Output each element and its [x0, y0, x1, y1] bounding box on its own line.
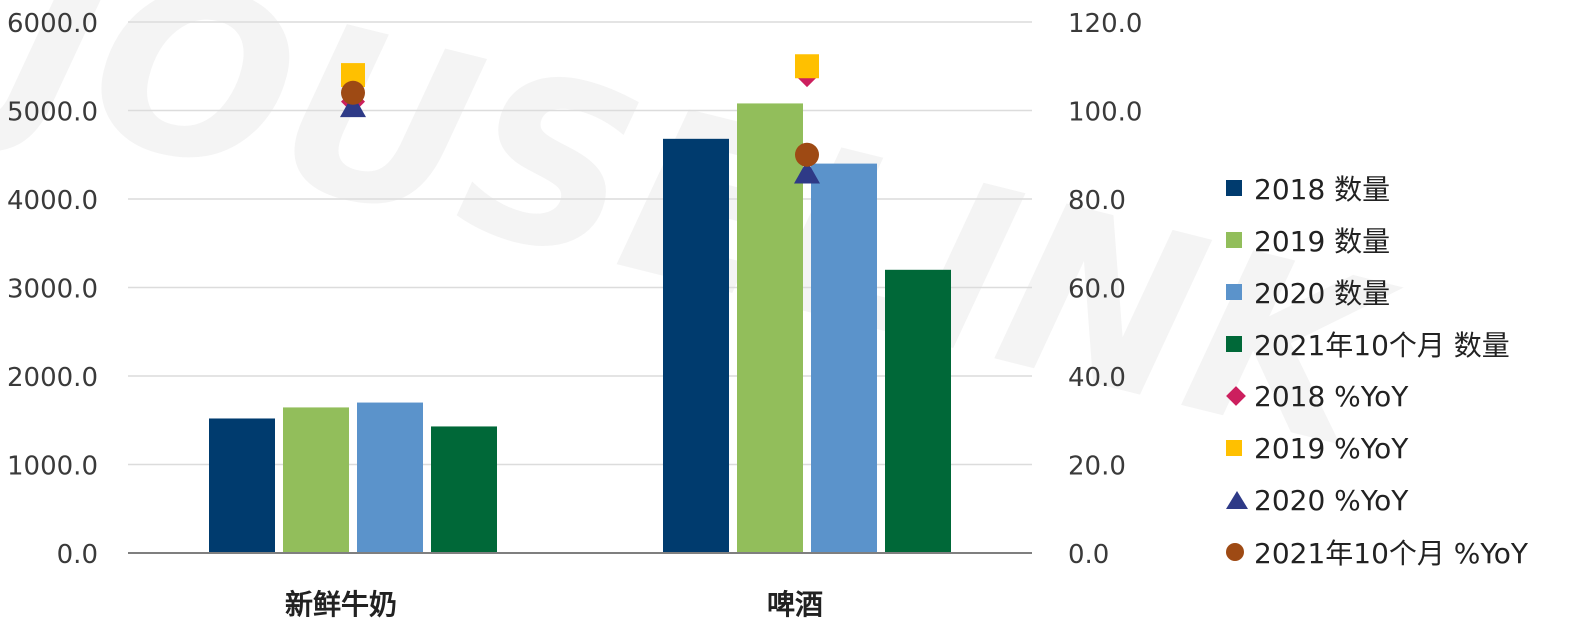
legend-item: 2019 %YoY	[1226, 422, 1586, 474]
bar-series	[209, 103, 951, 554]
y-right-tick-label: 120.0	[1068, 9, 1142, 39]
bar	[209, 418, 275, 553]
y-left-tick-label: 4000.0	[7, 186, 98, 216]
y-right-tick-label: 0.0	[1068, 540, 1109, 570]
legend-symbol	[1226, 226, 1254, 254]
bar	[663, 138, 729, 553]
legend-symbol	[1226, 434, 1254, 462]
bar	[737, 103, 803, 554]
legend-symbol	[1226, 330, 1254, 358]
legend-item: 2018 %YoY	[1226, 370, 1586, 422]
bar	[431, 426, 497, 553]
legend-symbol	[1226, 538, 1254, 566]
legend-label: 2021年10个月 %YoY	[1254, 537, 1529, 570]
legend: 2018 数量 2019 数量 2020 数量 2021年10个月 数量 2018 %Y…	[1226, 162, 1586, 578]
y-left-tick-label: 1000.0	[7, 452, 98, 482]
y-right-tick-label: 20.0	[1068, 452, 1126, 482]
y-right-tick-label: 40.0	[1068, 363, 1126, 393]
gridlines	[128, 21, 1032, 466]
y-left-tick-label: 0.0	[57, 540, 98, 570]
y-right-tick-label: 60.0	[1068, 275, 1126, 305]
y-left-tick-label: 5000.0	[7, 98, 98, 128]
legend-label: 2018 数量	[1254, 173, 1391, 206]
legend-marker	[1226, 180, 1242, 196]
legend-symbol	[1226, 486, 1254, 514]
y-left-tick-label: 2000.0	[7, 363, 98, 393]
legend-marker	[1226, 232, 1242, 248]
legend-marker	[1226, 491, 1248, 509]
legend-item: 2020 数量	[1226, 266, 1586, 318]
bar	[885, 269, 951, 553]
legend-label: 2020 %YoY	[1254, 483, 1409, 517]
legend-item: 2021年10个月 数量	[1226, 318, 1586, 370]
legend-label: 2018 %YoY	[1254, 379, 1409, 413]
marker-triangle	[794, 160, 820, 184]
bar	[283, 407, 349, 553]
legend-label: 2020 数量	[1254, 277, 1391, 310]
legend-symbol	[1226, 278, 1254, 306]
category-label: 新鲜牛奶	[285, 588, 397, 621]
legend-marker	[1226, 543, 1244, 561]
legend-marker	[1226, 284, 1242, 300]
marker-triangle	[340, 94, 366, 118]
y-left-tick-label: 6000.0	[7, 9, 98, 39]
legend-label: 2021年10个月 数量	[1254, 329, 1510, 362]
y-right-tick-label: 100.0	[1068, 98, 1142, 128]
legend-item: 2019 数量	[1226, 214, 1586, 266]
legend-label: 2019 数量	[1254, 225, 1391, 258]
legend-marker	[1226, 440, 1242, 456]
legend-marker	[1226, 336, 1242, 352]
category-label: 啤酒	[767, 588, 823, 621]
bar	[357, 402, 423, 553]
legend-item: 2018 数量	[1226, 162, 1586, 214]
y-left-tick-label: 3000.0	[7, 275, 98, 305]
marker-circle	[341, 80, 365, 105]
bar	[811, 163, 877, 553]
legend-item: 2021年10个月 %YoY	[1226, 526, 1586, 578]
marker-circle	[795, 142, 819, 167]
axes: 0.0 0.0 1000.0 20.0 2000.0 40.0 3000.0 60.0 4000…	[7, 9, 1142, 621]
yoy-markers	[340, 54, 820, 184]
y-right-tick-label: 80.0	[1068, 186, 1126, 216]
legend-symbol	[1226, 382, 1254, 410]
legend-label: 2019 %YoY	[1254, 431, 1409, 465]
legend-item: 2020 %YoY	[1226, 474, 1586, 526]
legend-symbol	[1226, 174, 1254, 202]
marker-square	[795, 54, 819, 79]
legend-marker	[1226, 386, 1246, 406]
